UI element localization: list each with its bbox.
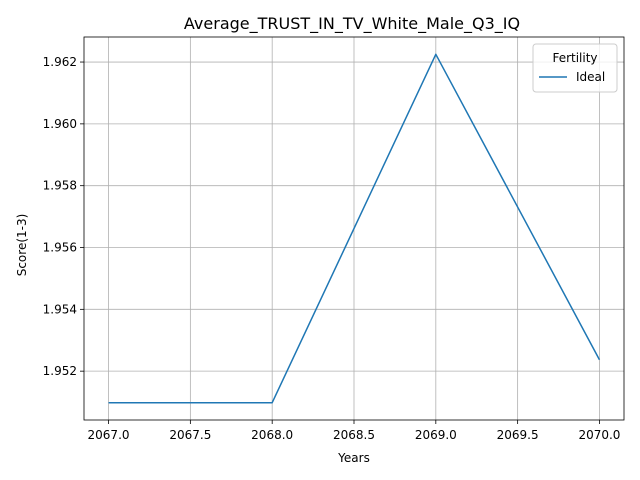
- y-tick-label: 1.958: [43, 179, 77, 193]
- series-layer: [108, 53, 601, 404]
- chart-title: Average_TRUST_IN_TV_White_Male_Q3_IQ: [184, 14, 520, 34]
- x-tick-label: 2069.5: [497, 428, 539, 442]
- x-tick-label: 2068.5: [333, 428, 375, 442]
- legend-title: Fertility: [552, 51, 597, 65]
- x-axis-label: Years: [337, 451, 370, 465]
- legend: Fertility Ideal: [532, 43, 618, 93]
- x-tick-label: 2067.5: [169, 428, 211, 442]
- x-tick-label: 2070.0: [578, 428, 620, 442]
- x-tick-label: 2069.0: [415, 428, 457, 442]
- ticks: 2067.0 2067.5 2068.0 2068.5 2069.0 2069.5 2070…: [43, 55, 621, 442]
- y-tick-label: 1.962: [43, 55, 77, 69]
- legend-box: [532, 43, 618, 93]
- y-tick-label: 1.952: [43, 364, 77, 378]
- series-line-ideal: [108, 53, 601, 404]
- y-tick-label: 1.956: [43, 241, 77, 255]
- y-tick-label: 1.954: [43, 302, 77, 316]
- x-tick-label: 2067.0: [88, 428, 130, 442]
- x-tick-label: 2068.0: [251, 428, 293, 442]
- grid: [84, 37, 624, 420]
- legend-label-ideal: Ideal: [576, 70, 605, 84]
- y-tick-label: 1.960: [43, 117, 77, 131]
- y-axis-label: Score(1-3): [15, 214, 29, 277]
